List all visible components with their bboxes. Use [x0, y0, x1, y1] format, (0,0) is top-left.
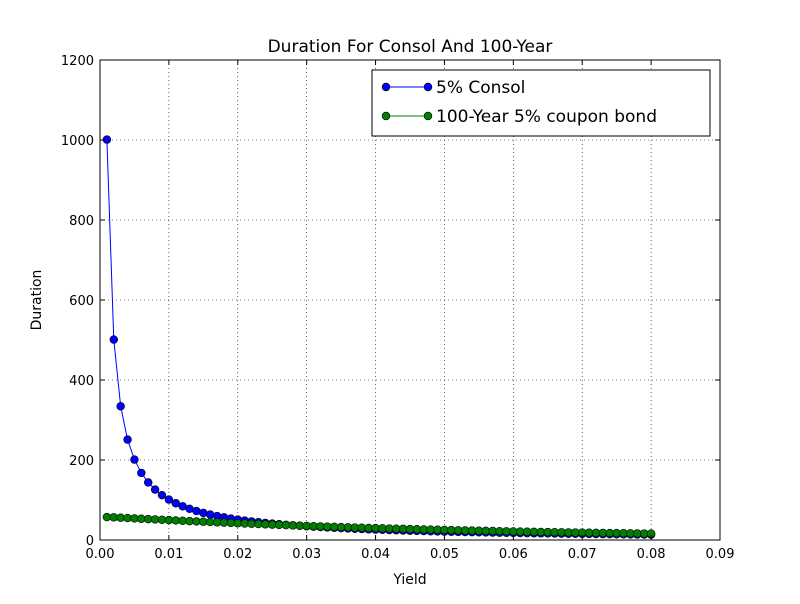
data-point: [164, 495, 174, 504]
data-point: [171, 499, 180, 508]
y-tick-label: 400: [69, 374, 94, 389]
legend-marker: [423, 82, 433, 92]
legend-box: [371, 69, 711, 137]
data-point: [206, 510, 215, 519]
data-point: [157, 490, 167, 500]
x-tick-label: 0.00: [86, 547, 115, 562]
data-point: [150, 485, 160, 494]
plot-area: 0.00 0.01 0.02 0.03 0.04 0.05 0.06 0.07 0.08 0.09…: [61, 54, 735, 562]
y-tick-label: 600: [69, 294, 94, 309]
y-tick-label: 1000: [61, 134, 94, 149]
series-2: [102, 512, 656, 538]
x-tick-label: 0.02: [223, 547, 252, 562]
chart-title: Duration For Consol And 100-Year: [268, 37, 553, 57]
x-axis-title: Yield: [392, 572, 426, 588]
legend-marker: [423, 111, 433, 121]
data-point: [109, 335, 118, 344]
y-tick-label: 200: [69, 454, 94, 469]
data-point: [192, 506, 201, 516]
data-point: [130, 455, 139, 464]
legend-label: 100-Year 5% coupon bond: [436, 107, 657, 127]
data-point: [116, 402, 125, 411]
legend-marker: [381, 82, 391, 92]
data-point: [144, 478, 153, 487]
x-tick-label: 0.01: [154, 547, 183, 562]
legend-item: 5% Consol: [381, 78, 525, 98]
x-tick-label: 0.04: [361, 547, 390, 562]
legend-marker: [381, 111, 391, 121]
data-point: [199, 508, 208, 518]
x-tick-label: 0.09: [706, 547, 735, 562]
legend-item: 100-Year 5% coupon bond: [381, 107, 657, 127]
x-tick-label: 0.03: [292, 547, 321, 562]
x-tick-label: 0.08: [637, 547, 666, 562]
data-point: [137, 468, 146, 478]
data-point: [123, 435, 132, 444]
legend: 5% Consol 100-Year 5% coupon bond: [371, 69, 711, 137]
x-tick-label: 0.05: [430, 547, 459, 562]
y-tick-label: 800: [69, 214, 94, 229]
y-tick-label: 0: [86, 534, 94, 549]
y-tick-label: 1200: [61, 54, 94, 69]
legend-label: 5% Consol: [436, 78, 525, 98]
y-axis-title: Duration: [29, 270, 45, 331]
x-tick-label: 0.07: [568, 547, 597, 562]
x-tick-label: 0.06: [499, 547, 528, 562]
